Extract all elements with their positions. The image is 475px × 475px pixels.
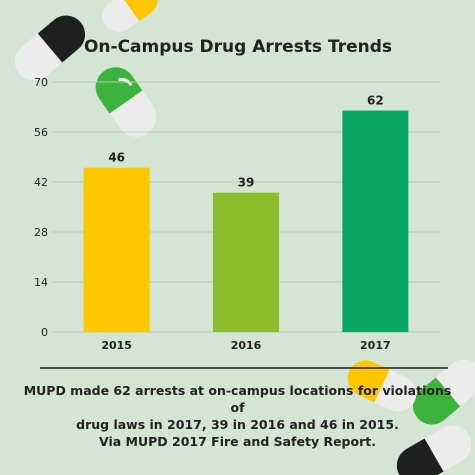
y-tick-label: 0 xyxy=(41,326,48,339)
pill-icon xyxy=(347,360,417,412)
y-tick-label: 28 xyxy=(34,226,48,239)
x-tick-label: 2017 xyxy=(360,339,391,352)
chart-title: On-Campus Drug Arrests Trends xyxy=(84,37,392,57)
y-tick-label: 56 xyxy=(34,126,48,139)
pill-icon xyxy=(95,67,157,137)
bar xyxy=(342,110,409,332)
pill-icon xyxy=(396,425,472,475)
caption-line-1: MUPD made 62 arrests at on-campus locati… xyxy=(23,383,452,415)
pill-icon xyxy=(102,0,158,33)
caption-line-3: Via MUPD 2017 Fire and Safety Report. xyxy=(99,434,376,449)
bar xyxy=(213,192,279,332)
data-label: 62 xyxy=(367,94,384,108)
caption: MUPD made 62 arrests at on-campus locati… xyxy=(20,382,455,450)
y-tick-label: 14 xyxy=(34,276,48,289)
bar xyxy=(83,167,150,332)
data-label: 46 xyxy=(108,151,125,165)
y-tick-label: 70 xyxy=(34,76,48,89)
pill-icon xyxy=(14,15,86,81)
data-label: 39 xyxy=(238,176,255,190)
x-tick-label: 2015 xyxy=(101,339,132,352)
x-tick-label: 2016 xyxy=(231,339,262,352)
caption-line-2: drug laws in 2017, 39 in 2016 and 46 in … xyxy=(76,417,399,432)
y-tick-label: 42 xyxy=(34,176,48,189)
pill-icon xyxy=(412,359,475,425)
